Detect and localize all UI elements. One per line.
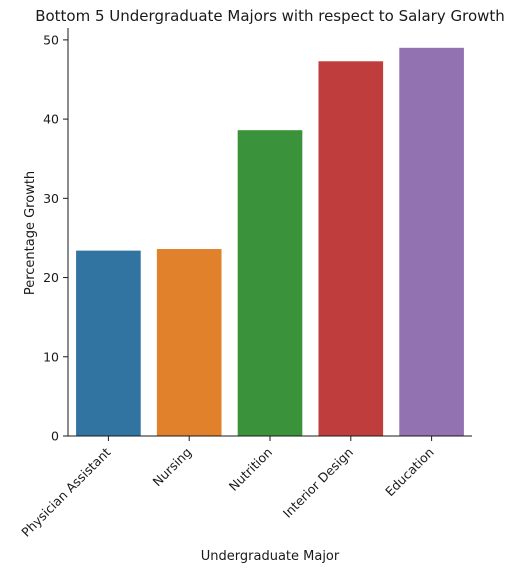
y-tick-label: 0: [51, 429, 59, 444]
x-axis-label: Undergraduate Major: [201, 549, 340, 564]
y-tick-label: 30: [43, 191, 59, 206]
bar-education: [399, 47, 464, 437]
chart-title: Bottom 5 Undergraduate Majors with respe…: [35, 7, 505, 25]
bar-nutrition: [237, 130, 303, 436]
x-tick-label: Nutrition: [226, 445, 275, 494]
y-tick-label: 10: [43, 349, 59, 364]
x-tick-label: Interior Design: [280, 445, 356, 521]
y-tick-label: 40: [43, 112, 59, 127]
x-tick-label: Nursing: [150, 445, 195, 490]
bar-physician-assistant: [76, 250, 141, 436]
bar-nursing: [156, 249, 222, 436]
bars-group: [76, 47, 464, 437]
y-tick-label: 50: [43, 32, 59, 47]
x-axis-ticks: Physician Assistant Nursing Nutrition Inter…: [18, 436, 437, 540]
x-tick-label: Education: [382, 445, 437, 500]
bar-interior-design: [318, 61, 384, 437]
y-tick-label: 20: [43, 270, 59, 285]
x-tick-label: Physician Assistant: [18, 444, 113, 539]
y-axis-ticks: 0 10 20 30 40 50: [43, 32, 68, 444]
y-axis-label: Percentage Growth: [23, 171, 38, 295]
